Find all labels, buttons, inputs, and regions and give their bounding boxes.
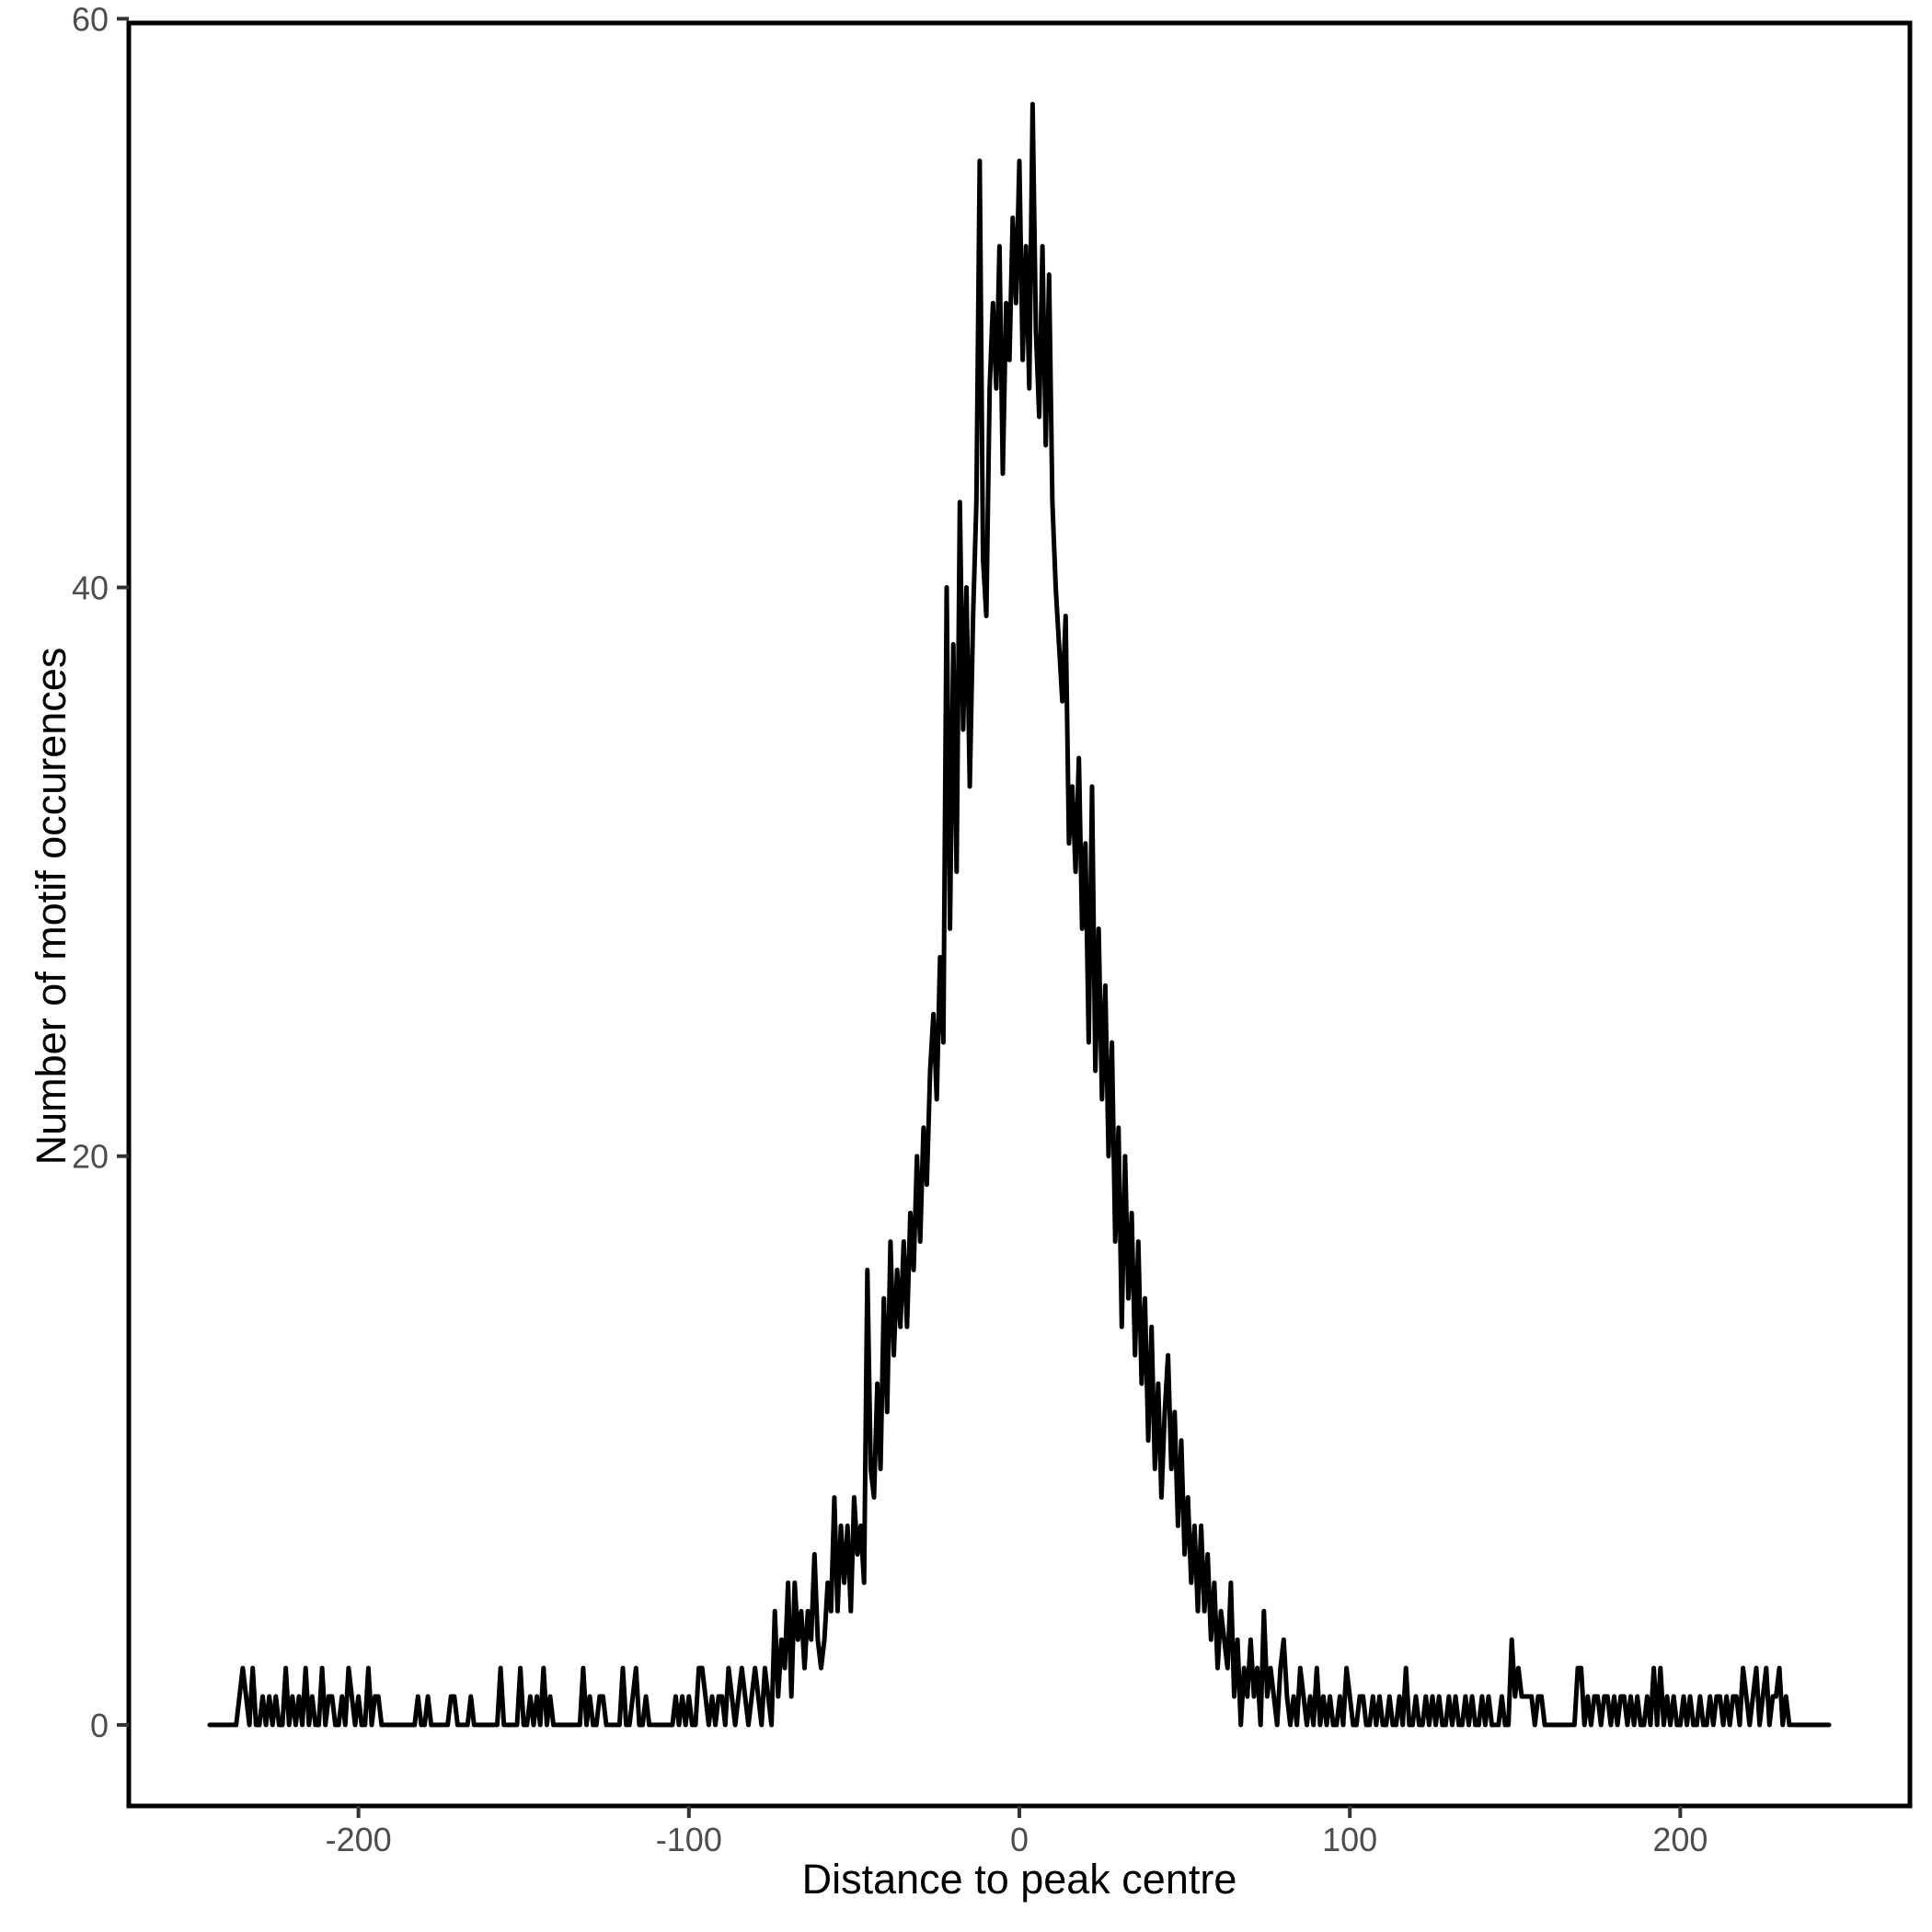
x-tick-label: 100 — [1322, 1821, 1377, 1858]
y-tick-label: 60 — [72, 0, 109, 38]
y-axis-ticks: 0 20 40 60 — [72, 0, 129, 1744]
x-axis-title: Distance to peak centre — [802, 1856, 1237, 1903]
x-axis-ticks: -200 -100 0 100 200 — [326, 1806, 1708, 1858]
x-tick-label: -100 — [656, 1821, 722, 1858]
x-tick-label: 200 — [1652, 1821, 1708, 1858]
x-tick-label: 0 — [1010, 1821, 1029, 1858]
motif-occurrence-line — [207, 101, 1832, 1728]
y-axis-title: Number of motif occurences — [28, 648, 75, 1166]
y-tick-label: 0 — [90, 1707, 109, 1744]
y-tick-label: 40 — [72, 569, 109, 607]
x-tick-label: -200 — [326, 1821, 392, 1858]
y-tick-label: 20 — [72, 1138, 109, 1176]
